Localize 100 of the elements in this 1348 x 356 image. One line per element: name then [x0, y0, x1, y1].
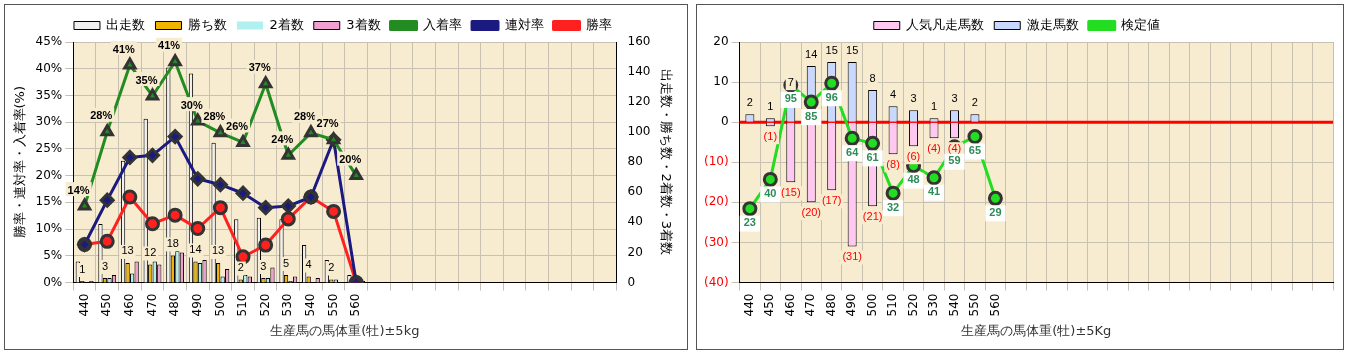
y2-tick-label: 120: [627, 94, 651, 109]
y-tick-label: (20): [703, 194, 729, 209]
data-label: 1: [79, 262, 86, 275]
data-label: 1: [930, 99, 938, 112]
legend-label: 2着数: [269, 16, 304, 32]
x-tick-label: 490: [189, 293, 204, 317]
data-label: 41%: [158, 39, 181, 52]
x-tick-label: 550: [325, 293, 340, 317]
y-tick-label: 40%: [35, 60, 63, 75]
data-label: 4: [890, 87, 897, 100]
x-tick-label: 460: [121, 293, 136, 317]
y-tick-label: 15%: [35, 194, 63, 209]
x-tick-label: 450: [762, 293, 777, 317]
data-label: 28%: [293, 110, 317, 123]
data-label: 95: [784, 92, 797, 105]
y-tick-label: 0: [720, 114, 729, 129]
legend-label: 勝ち数: [187, 16, 227, 32]
y-tick-label: 20: [713, 34, 729, 49]
y-tick-label: 10: [713, 74, 729, 89]
x-tick-label: 490: [844, 293, 859, 317]
data-label: 8: [869, 71, 876, 84]
data-label: 2: [971, 95, 978, 108]
x-tick-label: 440: [741, 293, 756, 317]
x-tick-label: 560: [987, 293, 1002, 317]
y-tick-label: (10): [703, 154, 729, 169]
data-label: (31): [842, 249, 862, 262]
x-tick-label: 470: [803, 293, 818, 317]
data-label: (20): [801, 205, 822, 218]
x-tick-label: 550: [967, 293, 982, 317]
x-tick-label: 440: [76, 293, 91, 317]
x-tick-label: 450: [99, 293, 114, 317]
data-label: (8): [886, 157, 900, 170]
x-tick-label: 510: [235, 293, 250, 317]
data-label: 14: [189, 242, 202, 255]
x-tick-label: 460: [782, 293, 797, 317]
x-tick-label: 500: [212, 293, 227, 317]
x-tick-label: 470: [144, 293, 159, 317]
data-label: (1): [763, 129, 778, 142]
y-tick-label: 10%: [35, 221, 63, 236]
y-tick-label: (40): [703, 274, 729, 289]
y-tick-label: 0%: [43, 274, 63, 289]
data-label: 85: [805, 109, 818, 122]
y2-tick-label: 40: [627, 214, 643, 229]
data-label: 26%: [226, 120, 249, 133]
y2-tick-label: 20: [627, 244, 643, 259]
y2-tick-label: 0: [627, 274, 636, 289]
data-label: (4): [947, 141, 962, 154]
y2-tick-label: 160: [627, 34, 651, 49]
y-tick-label: 30%: [35, 114, 63, 129]
data-label: 15: [846, 43, 859, 56]
data-label: 2: [237, 261, 244, 274]
y2-tick-label: 60: [627, 184, 643, 199]
x-tick-label: 480: [167, 293, 182, 317]
x-tick-label: 520: [905, 293, 920, 317]
data-label: 24%: [271, 132, 294, 145]
data-label: 14: [805, 47, 818, 60]
x-axis-title: 生産馬の馬体重(牡)±5Kg: [961, 322, 1112, 338]
data-label: 14%: [67, 183, 90, 196]
data-label: 59: [948, 154, 961, 167]
y-tick-label: 20%: [35, 167, 63, 182]
legend-label: 入着率: [423, 16, 463, 32]
data-label: 28%: [90, 109, 113, 122]
y-tick-label: 25%: [35, 141, 63, 156]
y-axis-title: 勝率・連対率・入着率(%): [12, 86, 28, 239]
data-label: 64: [846, 145, 860, 158]
data-label: 13: [121, 244, 134, 257]
data-label: 18: [166, 236, 179, 249]
x-tick-label: 540: [946, 293, 961, 317]
data-label: 3: [951, 91, 958, 104]
data-label: 37%: [248, 61, 271, 74]
data-label: (6): [906, 149, 921, 162]
legend-label: 連対率: [504, 16, 544, 32]
data-label: 27%: [316, 117, 339, 130]
data-label: 12: [144, 245, 157, 258]
data-label: 35%: [135, 73, 158, 86]
data-label: (21): [862, 209, 883, 222]
data-label: 15: [825, 43, 838, 56]
data-label: 61: [866, 150, 879, 163]
data-label: 32: [886, 200, 900, 213]
x-axis-title: 生産馬の馬体重(牡)±5kg: [270, 322, 420, 338]
data-label: 5: [282, 256, 290, 269]
data-label: 3: [260, 259, 267, 272]
data-label: 41: [927, 185, 941, 198]
y2-tick-label: 140: [627, 64, 651, 79]
data-label: 29: [989, 205, 1002, 218]
data-label: 13: [212, 244, 225, 257]
data-label: 1: [767, 99, 774, 112]
data-label: 3: [101, 259, 109, 272]
legend-label: 3着数: [346, 16, 381, 32]
x-tick-label: 520: [257, 293, 272, 317]
x-tick-label: 500: [864, 293, 879, 317]
data-label: 23: [743, 216, 756, 229]
legend-label: 出走数: [106, 16, 146, 32]
data-label: (15): [781, 185, 801, 198]
y-tick-label: 5%: [43, 247, 63, 262]
data-label: 30%: [180, 98, 203, 111]
x-tick-label: 540: [303, 293, 318, 317]
data-label: 48: [907, 173, 920, 186]
data-label: 40: [764, 186, 777, 199]
x-tick-label: 560: [348, 293, 363, 317]
